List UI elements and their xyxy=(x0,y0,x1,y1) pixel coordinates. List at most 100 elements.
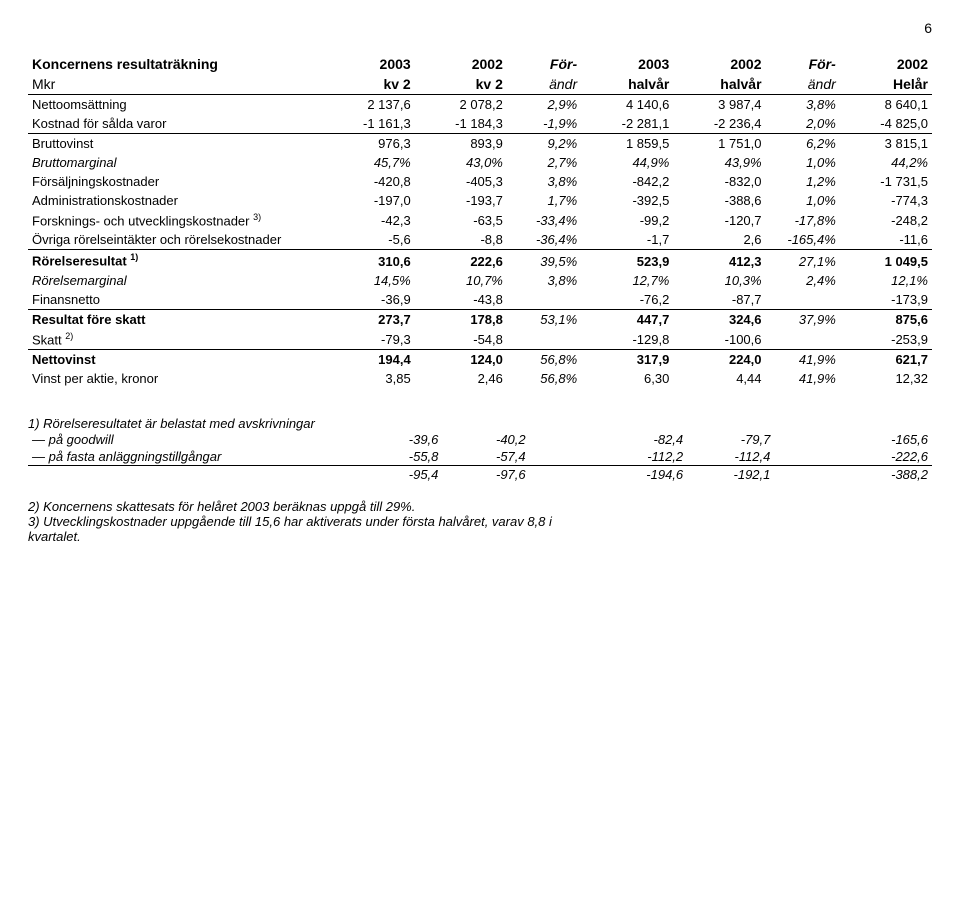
cell: 893,9 xyxy=(415,134,507,154)
cell: 447,7 xyxy=(581,309,673,329)
cell xyxy=(530,465,600,483)
cell: 224,0 xyxy=(673,349,765,369)
cell: -40,2 xyxy=(442,431,529,448)
cell: -388,2 xyxy=(845,465,932,483)
cell: -87,7 xyxy=(673,290,765,310)
cell: 222,6 xyxy=(415,250,507,271)
cell: -248,2 xyxy=(840,210,932,230)
cell: 2 078,2 xyxy=(415,95,507,115)
cell: -842,2 xyxy=(581,172,673,191)
cell: 10,3% xyxy=(673,271,765,290)
cell: 324,6 xyxy=(673,309,765,329)
row-label: Bruttovinst xyxy=(28,134,323,154)
hdr-q2: kv 2 xyxy=(415,74,507,95)
cell: 2,6 xyxy=(673,230,765,250)
cell: 976,3 xyxy=(323,134,415,154)
cell: -165,4% xyxy=(766,230,840,250)
cell: 3,8% xyxy=(507,172,581,191)
page-number: 6 xyxy=(28,20,932,36)
row-label: Övriga rörelseintäkter och rörelsekostna… xyxy=(28,230,323,250)
cell: 3,8% xyxy=(507,271,581,290)
cell: 194,4 xyxy=(323,349,415,369)
cell: 43,9% xyxy=(673,153,765,172)
cell: -420,8 xyxy=(323,172,415,191)
cell: 621,7 xyxy=(840,349,932,369)
cell: -129,8 xyxy=(581,329,673,350)
cell: 2,0% xyxy=(766,114,840,134)
footnote-1-block: 1) Rörelseresultatet är belastat med avs… xyxy=(28,416,932,483)
cell: -39,6 xyxy=(355,431,442,448)
cell xyxy=(766,290,840,310)
cell: 1 751,0 xyxy=(673,134,765,154)
hdr-y1: 2003 xyxy=(323,54,415,74)
hdr-y2: 2002 xyxy=(415,54,507,74)
cell: -112,4 xyxy=(687,448,774,466)
hdr-q1: kv 2 xyxy=(323,74,415,95)
row-label: Nettoomsättning xyxy=(28,95,323,115)
cell: -222,6 xyxy=(845,448,932,466)
cell: -54,8 xyxy=(415,329,507,350)
cell: 44,9% xyxy=(581,153,673,172)
table-title: Koncernens resultaträkning xyxy=(28,54,323,74)
cell: -192,1 xyxy=(687,465,774,483)
cell: -165,6 xyxy=(845,431,932,448)
cell: -392,5 xyxy=(581,191,673,210)
cell: 2,9% xyxy=(507,95,581,115)
cell: -11,6 xyxy=(840,230,932,250)
cell: -1 184,3 xyxy=(415,114,507,134)
cell: 412,3 xyxy=(673,250,765,271)
cell: 2,7% xyxy=(507,153,581,172)
row-label: Bruttomarginal xyxy=(28,153,323,172)
cell: 310,6 xyxy=(323,250,415,271)
cell: 44,2% xyxy=(840,153,932,172)
row-label: Administrationskostnader xyxy=(28,191,323,210)
cell: 56,8% xyxy=(507,369,581,388)
cell xyxy=(766,329,840,350)
cell: -1,9% xyxy=(507,114,581,134)
cell: 3 987,4 xyxy=(673,95,765,115)
row-label: Finansnetto xyxy=(28,290,323,310)
cell: 875,6 xyxy=(840,309,932,329)
row-label: Kostnad för sålda varor xyxy=(28,114,323,134)
cell: -95,4 xyxy=(355,465,442,483)
cell: -4 825,0 xyxy=(840,114,932,134)
cell: 1,0% xyxy=(766,191,840,210)
cell: 1,0% xyxy=(766,153,840,172)
cell: 3,85 xyxy=(323,369,415,388)
cell: 12,32 xyxy=(840,369,932,388)
cell: 53,1% xyxy=(507,309,581,329)
cell: -79,3 xyxy=(323,329,415,350)
cell: -120,7 xyxy=(673,210,765,230)
cell: -193,7 xyxy=(415,191,507,210)
row-label: Försäljningskostnader xyxy=(28,172,323,191)
cell: 37,9% xyxy=(766,309,840,329)
cell: 523,9 xyxy=(581,250,673,271)
cell: 1,2% xyxy=(766,172,840,191)
cell: -1 161,3 xyxy=(323,114,415,134)
cell: 14,5% xyxy=(323,271,415,290)
cell: 8 640,1 xyxy=(840,95,932,115)
hdr-fy: Helår xyxy=(840,74,932,95)
cell: 2,4% xyxy=(766,271,840,290)
cell: -2 236,4 xyxy=(673,114,765,134)
cell: 1 859,5 xyxy=(581,134,673,154)
cell: -8,8 xyxy=(415,230,507,250)
cell: -5,6 xyxy=(323,230,415,250)
row-label: Forsknings- och utvecklingskostnader 3) xyxy=(28,210,323,230)
footnote-2: 2) Koncernens skattesats för helåret 200… xyxy=(28,499,548,514)
row-label: — på fasta anläggningstillgångar xyxy=(28,448,355,466)
row-label: Nettovinst xyxy=(28,349,323,369)
income-statement-table: Koncernens resultaträkning 2003 2002 För… xyxy=(28,54,932,388)
row-label: Skatt 2) xyxy=(28,329,323,350)
cell: 9,2% xyxy=(507,134,581,154)
hdr-chg2-top: För- xyxy=(766,54,840,74)
cell: 4,44 xyxy=(673,369,765,388)
cell: -79,7 xyxy=(687,431,774,448)
cell: -173,9 xyxy=(840,290,932,310)
cell: 273,7 xyxy=(323,309,415,329)
cell xyxy=(774,448,844,466)
row-label: Rörelsemarginal xyxy=(28,271,323,290)
row-label: Vinst per aktie, kronor xyxy=(28,369,323,388)
footnote-1-title: 1) Rörelseresultatet är belastat med avs… xyxy=(28,416,328,431)
cell: 56,8% xyxy=(507,349,581,369)
